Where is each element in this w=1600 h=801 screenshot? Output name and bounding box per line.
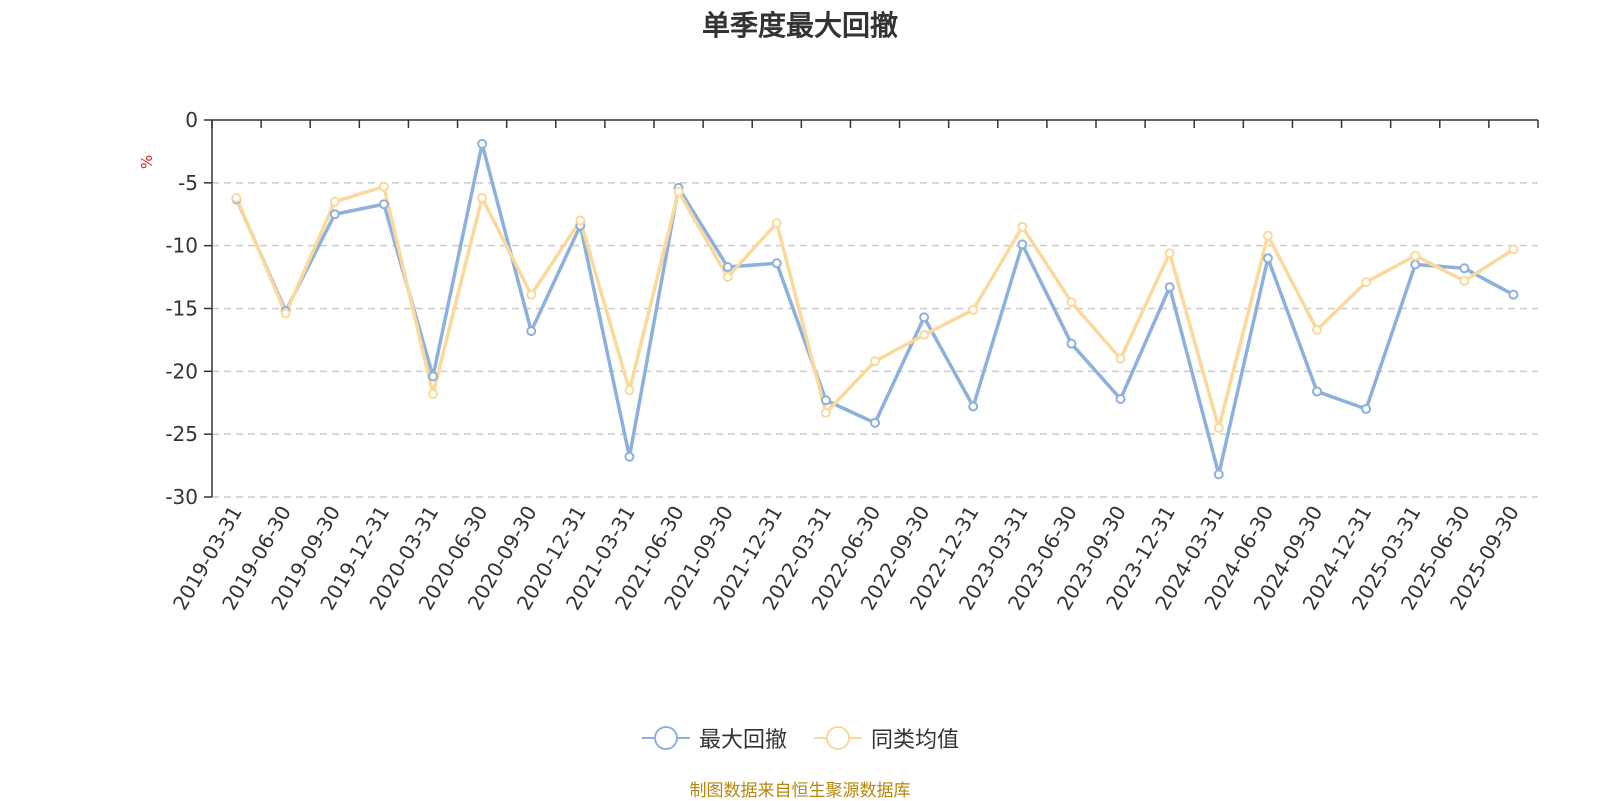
data-point bbox=[1213, 422, 1224, 433]
legend-marker-icon bbox=[641, 726, 690, 750]
grid-lines bbox=[212, 182, 1538, 498]
data-point bbox=[280, 308, 291, 319]
data-point bbox=[1164, 248, 1175, 259]
data-point bbox=[1508, 244, 1519, 255]
y-tick-label: -30 bbox=[165, 485, 198, 509]
y-tick-label: -20 bbox=[165, 359, 198, 383]
legend-circle bbox=[653, 726, 678, 750]
y-tick-label: -25 bbox=[165, 422, 198, 446]
y-tick-label: 0 bbox=[185, 108, 198, 132]
data-point bbox=[722, 272, 733, 283]
legend-label: 同类均值 bbox=[871, 728, 960, 753]
data-point bbox=[1066, 297, 1077, 308]
data-point bbox=[1115, 353, 1126, 364]
data-point bbox=[1115, 393, 1126, 404]
data-point bbox=[1164, 282, 1175, 293]
legend-label: 最大回撤 bbox=[698, 728, 787, 753]
data-point bbox=[477, 138, 488, 149]
data-point bbox=[1361, 277, 1372, 288]
data-point bbox=[575, 215, 586, 226]
data-point bbox=[1066, 338, 1077, 349]
source-note: 制图数据来自恒生聚源数据库 bbox=[689, 781, 911, 801]
data-point bbox=[1410, 250, 1421, 261]
chart-title: 单季度最大回撤 bbox=[701, 9, 898, 42]
data-point bbox=[968, 304, 979, 315]
data-point bbox=[1262, 230, 1273, 241]
data-point bbox=[1459, 263, 1470, 274]
data-point bbox=[1312, 324, 1322, 335]
data-point bbox=[968, 401, 979, 412]
data-point bbox=[624, 451, 635, 462]
y-tick-label: -15 bbox=[165, 297, 198, 321]
data-point bbox=[820, 395, 831, 406]
data-point bbox=[1017, 239, 1028, 250]
data-point bbox=[1312, 386, 1322, 397]
data-point bbox=[919, 312, 930, 323]
data-point bbox=[624, 385, 635, 396]
data-point bbox=[870, 356, 880, 367]
y-axis-label: % bbox=[138, 155, 156, 169]
legend-item-1[interactable]: 最大回撤 bbox=[641, 722, 787, 754]
axes bbox=[204, 119, 1539, 498]
data-point bbox=[428, 388, 438, 399]
data-point bbox=[1508, 289, 1519, 300]
y-tick-label: -10 bbox=[165, 234, 198, 258]
legend-marker-icon bbox=[814, 726, 862, 750]
data-point bbox=[329, 209, 340, 220]
series-lines bbox=[231, 138, 1519, 480]
legend: 最大回撤 同类均值 bbox=[0, 722, 1600, 754]
data-point bbox=[673, 186, 684, 197]
tick-labels: 0-5-10-15-20-25-30%2019-03-312019-06-302… bbox=[138, 108, 1524, 614]
data-point bbox=[378, 181, 389, 192]
data-point bbox=[722, 262, 733, 273]
data-point bbox=[919, 329, 930, 340]
data-point bbox=[771, 258, 782, 269]
data-point bbox=[231, 192, 242, 203]
data-point bbox=[378, 199, 389, 210]
data-point bbox=[526, 326, 537, 337]
data-point bbox=[1410, 259, 1421, 270]
data-point bbox=[329, 196, 340, 207]
data-point bbox=[1017, 221, 1028, 232]
data-point bbox=[1459, 275, 1470, 286]
data-point bbox=[771, 218, 782, 229]
data-point bbox=[1213, 469, 1224, 480]
legend-item-2[interactable]: 同类均值 bbox=[813, 722, 959, 754]
data-point bbox=[1262, 253, 1273, 264]
y-tick-label: -5 bbox=[178, 171, 198, 195]
data-point bbox=[1361, 404, 1372, 415]
data-point bbox=[477, 192, 488, 203]
data-point bbox=[820, 407, 831, 418]
data-point bbox=[526, 289, 537, 300]
data-point bbox=[870, 417, 880, 428]
data-point bbox=[428, 371, 438, 382]
legend-circle bbox=[826, 726, 850, 750]
